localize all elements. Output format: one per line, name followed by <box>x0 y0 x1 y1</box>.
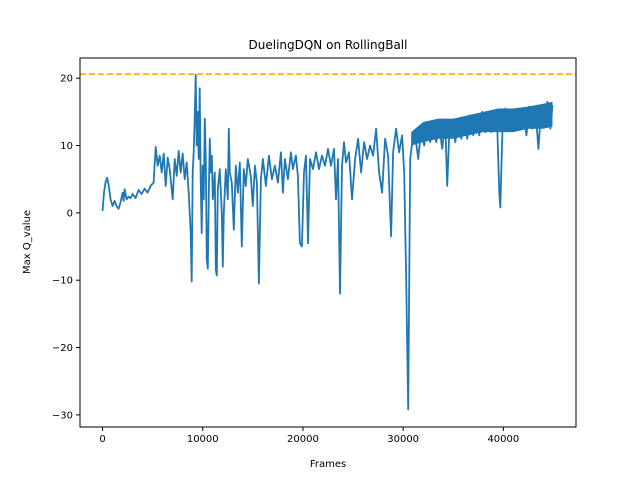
y-tick-label: −10 <box>52 276 73 287</box>
x-tick-label: 30000 <box>387 434 419 445</box>
x-tick-label: 0 <box>99 434 105 445</box>
y-tick-label: 20 <box>60 74 73 85</box>
series-0-line <box>101 73 554 411</box>
axes: 0 10000 20000 30000 40000 −30 −20 −10 0 10 20 <box>52 57 577 445</box>
y-tick-label: −20 <box>52 343 73 354</box>
chart-title: DuelingDQN on RollingBall <box>249 38 408 52</box>
y-axis-label: Max Q_value <box>22 210 33 274</box>
x-tick-label: 20000 <box>287 434 319 445</box>
axes-frame <box>79 57 577 428</box>
x-axis-label: Frames <box>310 459 346 470</box>
x-tick-label: 40000 <box>487 434 519 445</box>
plot-area <box>80 73 576 411</box>
x-tick-label: 10000 <box>187 434 219 445</box>
y-tick-label: −30 <box>52 410 73 421</box>
y-tick-label: 0 <box>67 208 73 219</box>
y-tick-label: 10 <box>60 141 73 152</box>
